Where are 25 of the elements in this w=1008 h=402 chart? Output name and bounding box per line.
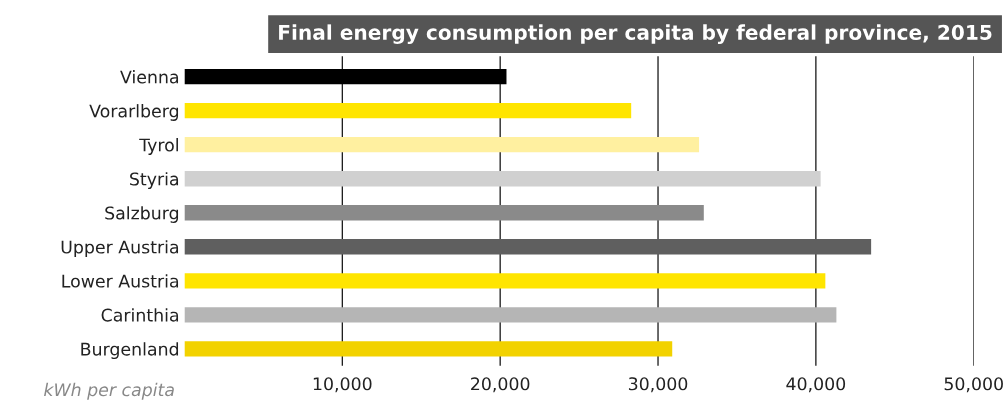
y-tick-label: Tyrol: [139, 138, 178, 155]
bar: [184, 171, 821, 187]
chart-title: Final energy consumption per capita by federal province, 2015: [279, 24, 992, 44]
y-tick-label: Salzburg: [105, 206, 179, 223]
y-tick-label: Lower Austria: [62, 274, 179, 288]
x-tick-label: 40,000: [786, 377, 846, 393]
bar: [184, 239, 872, 255]
y-tick-label: Carinthia: [101, 308, 179, 322]
bar: [184, 307, 837, 323]
x-axis-title: kWh per capita: [44, 382, 174, 400]
bar: [184, 103, 632, 119]
bar: [184, 137, 700, 153]
y-tick-label: Vorarlberg: [89, 104, 179, 121]
y-tick-label: Styria: [130, 172, 179, 189]
bar: [184, 69, 507, 85]
bar: [184, 273, 826, 289]
y-tick-label: Burgenland: [81, 342, 179, 360]
x-tick-label: 20,000: [471, 377, 530, 393]
bar: [184, 205, 704, 221]
x-tick-label: 10,000: [313, 377, 372, 393]
x-tick-label: 50,000: [944, 377, 1003, 393]
bar: [184, 341, 673, 357]
y-tick-label: Upper Austria: [61, 240, 179, 257]
y-tick-label: Vienna: [120, 70, 179, 84]
x-tick-label: 30,000: [628, 377, 688, 393]
